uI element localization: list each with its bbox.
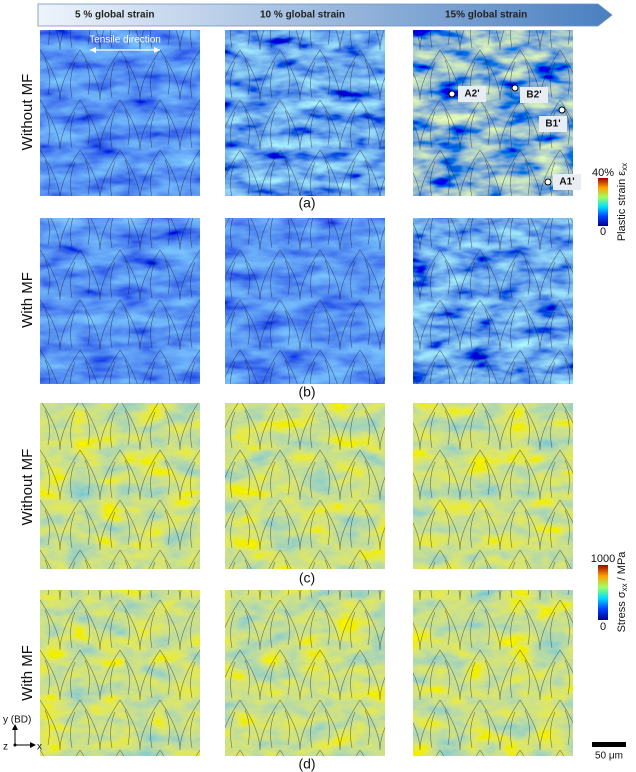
colorbar-max: 40% <box>592 167 614 179</box>
caption: (a) <box>298 195 315 211</box>
grain-boundaries <box>40 590 200 756</box>
point-box <box>458 86 486 102</box>
colorbar-title-text: Stress σ <box>616 591 628 632</box>
row-label: With MF <box>19 645 36 701</box>
grain-boundaries <box>413 590 573 756</box>
point-box <box>520 87 548 103</box>
scale-bar <box>592 742 626 747</box>
axis-origin <box>13 743 17 747</box>
colorbar-title: Stress σxx / MPa <box>616 551 629 633</box>
colorbar-subscript: xx <box>620 163 629 171</box>
colorbar <box>598 565 608 620</box>
column-label: 5 % global strain <box>75 10 154 21</box>
axes-triad: y (BD) z x <box>3 715 42 753</box>
column-label: 15% global strain <box>445 10 527 21</box>
axis-label: z <box>3 742 8 753</box>
grain-boundaries <box>225 403 385 569</box>
grain-boundaries <box>413 403 573 569</box>
colorbar-min: 0 <box>600 621 606 633</box>
point-box <box>553 174 581 190</box>
column-label: 10 % global strain <box>260 10 345 21</box>
point-dot <box>544 178 552 186</box>
point-box <box>539 116 567 132</box>
colorbar-title-text: Plastic strain ε <box>616 171 628 241</box>
point-markers: A2' B2' B1' A1' <box>448 84 581 190</box>
grain-boundaries <box>413 30 573 196</box>
scale-label: 50 μm <box>595 751 623 762</box>
point-dot <box>558 106 566 114</box>
point-label: B1' <box>545 119 560 130</box>
caption: (c) <box>299 570 315 586</box>
header-arrow <box>37 3 613 27</box>
axis-heads <box>12 724 36 748</box>
grain-boundaries <box>40 30 200 196</box>
grain-boundaries <box>225 30 385 196</box>
colorbar-min: 0 <box>600 226 606 238</box>
grain-boundaries <box>225 590 385 756</box>
panels <box>40 30 573 756</box>
point-dot <box>511 84 519 92</box>
grain-boundaries <box>225 218 385 384</box>
grain-boundaries <box>413 218 573 384</box>
colorbar-title: Plastic strain εxx <box>616 163 629 241</box>
colorbar-subscript: xx <box>620 583 629 591</box>
axis-label: y (BD) <box>3 715 31 726</box>
colorbar-max: 1000 <box>591 553 615 565</box>
axis-label: x <box>37 742 42 753</box>
point-dot <box>448 90 456 98</box>
row-label: With MF <box>19 272 36 328</box>
row-label: Without MF <box>19 449 36 526</box>
colorbar <box>598 178 608 226</box>
colorbar-unit: / MPa <box>616 551 628 584</box>
point-label: A1' <box>559 177 574 188</box>
tensile-label: Tensile direction <box>89 35 161 46</box>
row-label: Without MF <box>19 74 36 151</box>
point-label: B2' <box>526 90 541 101</box>
point-label: A2' <box>464 89 479 100</box>
grain-boundaries <box>40 403 200 569</box>
caption: (d) <box>298 756 315 772</box>
caption: (b) <box>298 384 315 400</box>
grain-boundaries <box>40 218 200 384</box>
